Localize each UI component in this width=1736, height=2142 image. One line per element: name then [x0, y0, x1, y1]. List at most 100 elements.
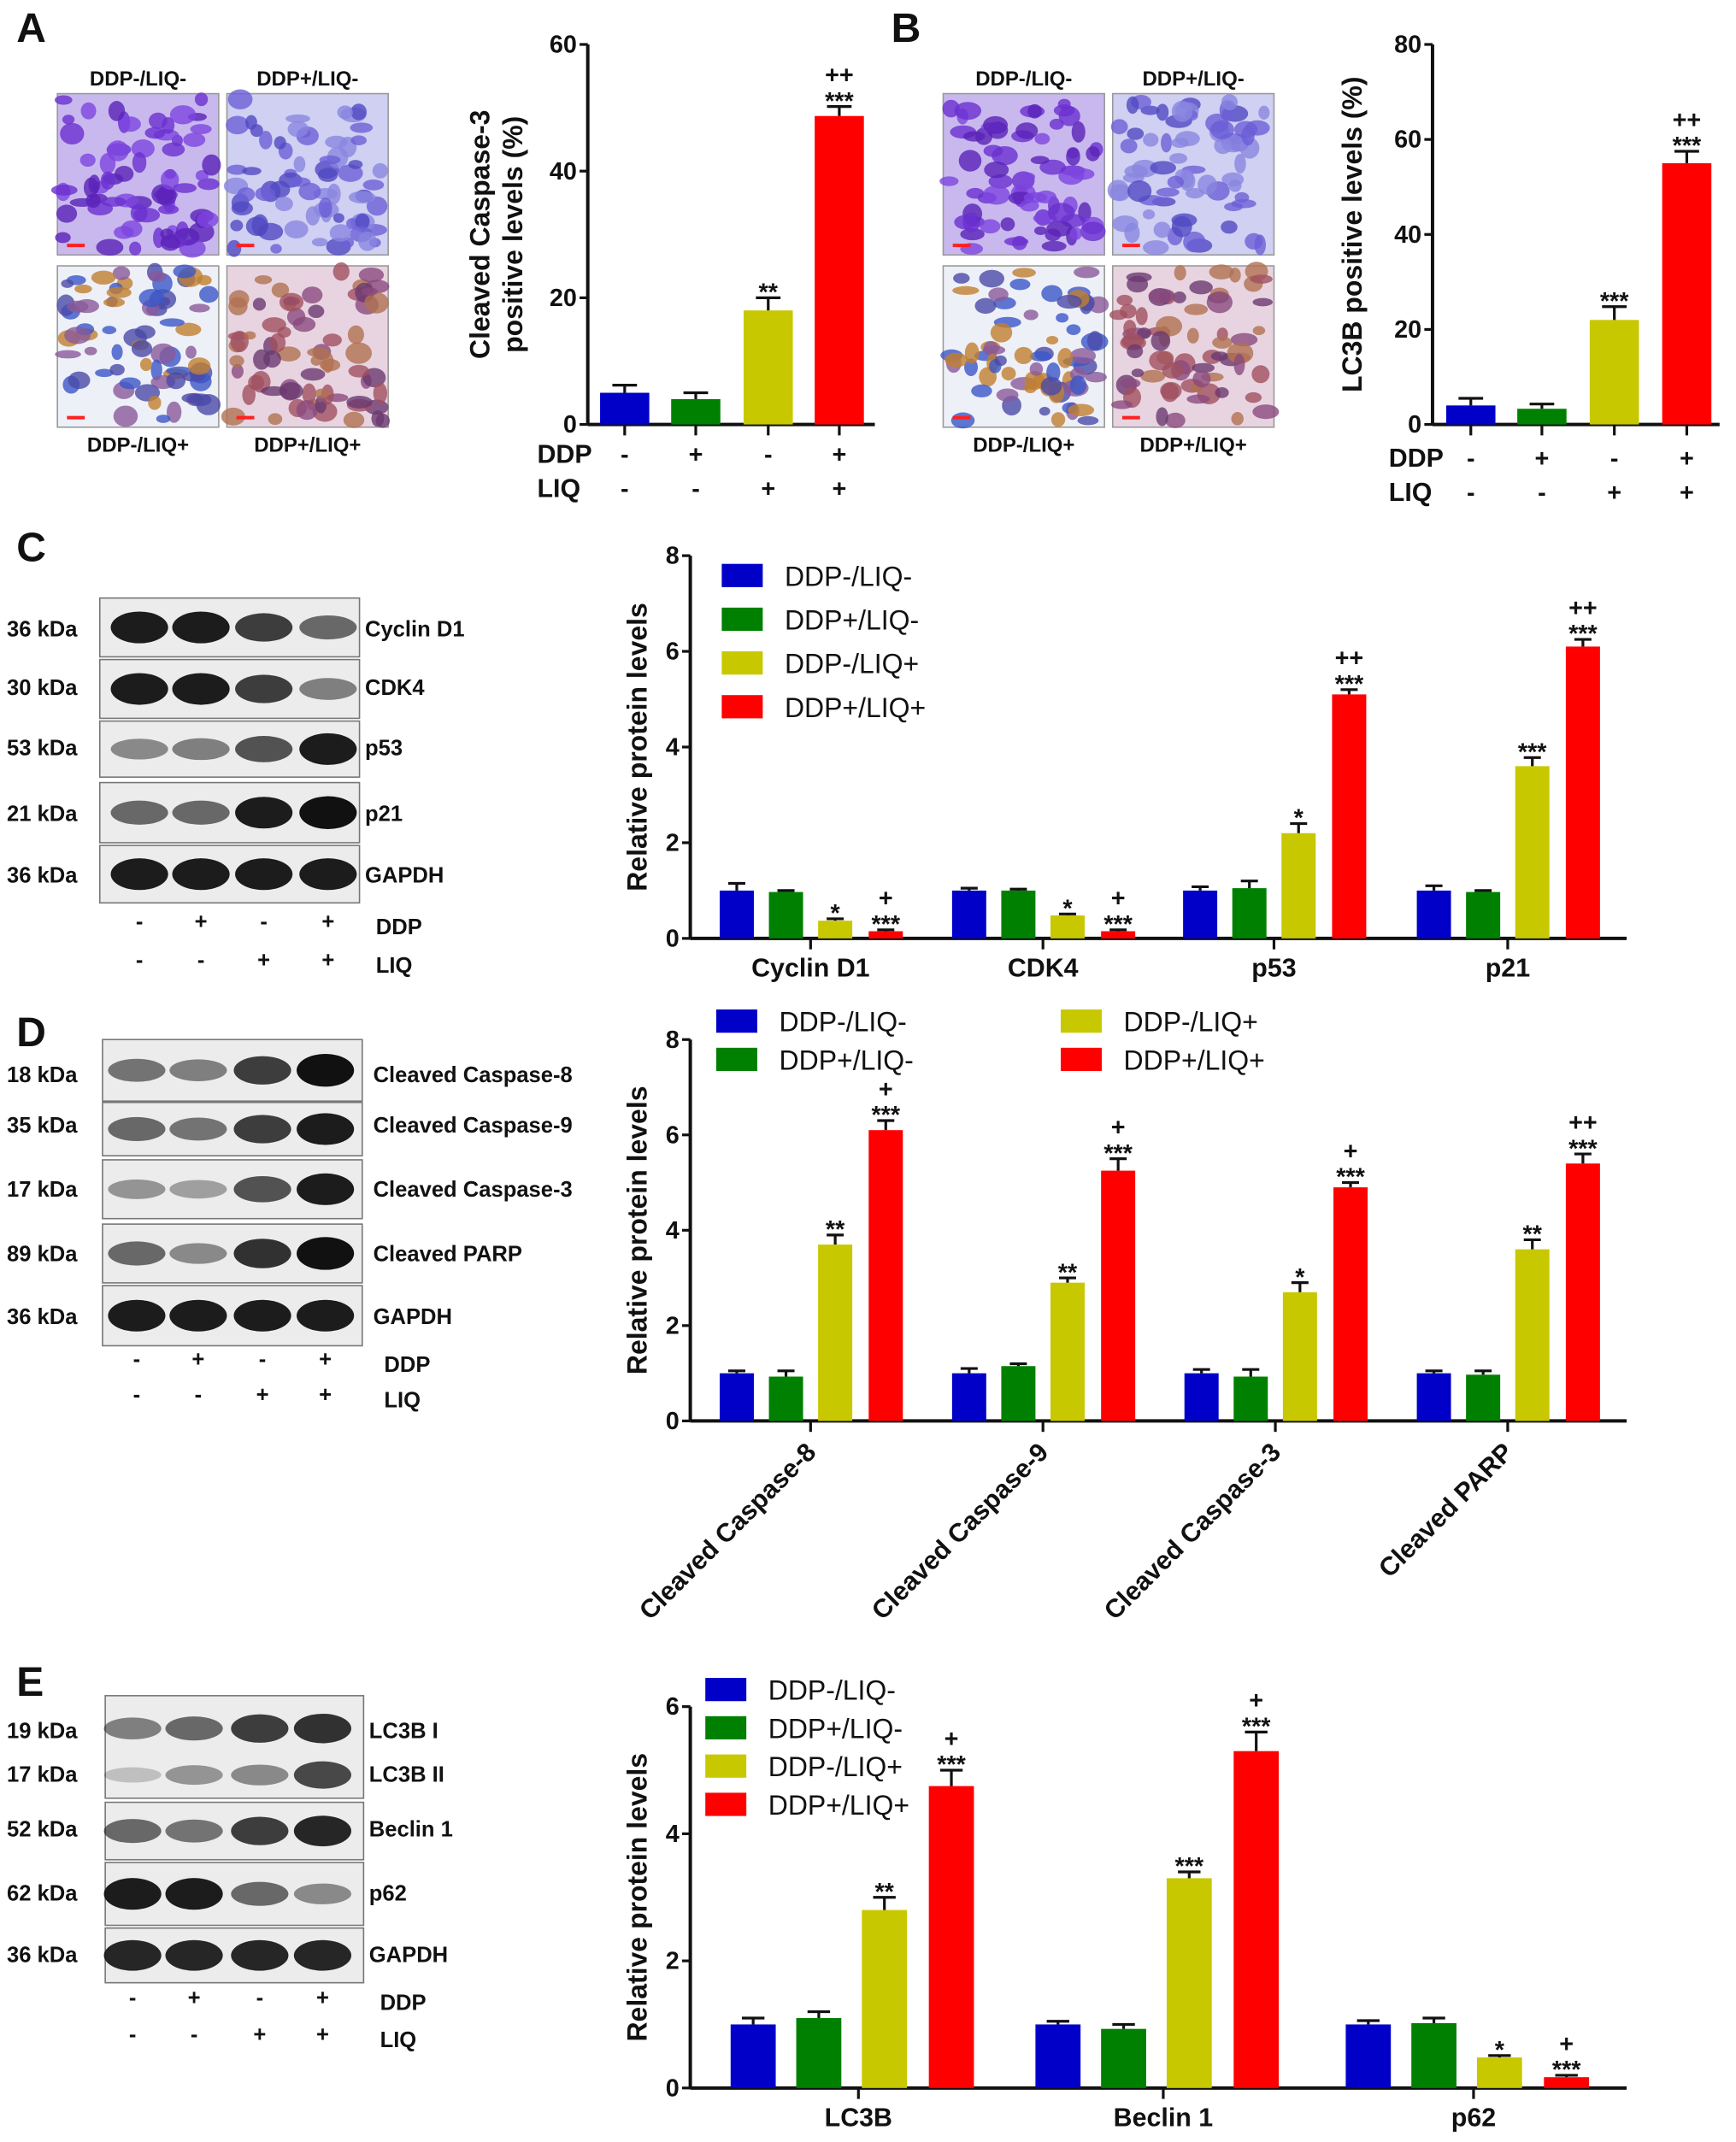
- x-row-sign: -: [1538, 480, 1546, 507]
- protein-band: [235, 736, 293, 762]
- bar: [818, 921, 853, 939]
- cell-nucleus: [974, 297, 997, 315]
- significance-label: ***: [1600, 288, 1629, 315]
- bar: [815, 115, 864, 425]
- panel-letter-b: B: [892, 6, 921, 51]
- cell-nucleus: [346, 218, 358, 230]
- cell-nucleus: [50, 185, 78, 196]
- cell-nucleus: [80, 102, 97, 120]
- cell-nucleus: [54, 95, 73, 105]
- x-row-sign: -: [1467, 445, 1475, 473]
- ddp-sign: -: [133, 1347, 141, 1371]
- cell-nucleus: [1161, 382, 1180, 403]
- cell-nucleus: [112, 266, 131, 280]
- cell-nucleus: [1069, 348, 1097, 364]
- y-tick-label: 6: [666, 1121, 680, 1149]
- protein-band: [235, 674, 293, 703]
- cell-nucleus: [1169, 153, 1188, 164]
- bar: [1589, 320, 1639, 425]
- cell-nucleus: [1120, 138, 1138, 154]
- cell-nucleus: [954, 102, 982, 121]
- x-category-label: p62: [1451, 2104, 1496, 2133]
- cell-nucleus: [1143, 240, 1169, 256]
- significance-label: +: [945, 1726, 959, 1753]
- cell-nucleus: [1183, 231, 1206, 253]
- kda-label: 30 kDa: [7, 676, 78, 700]
- x-row-label: LIQ: [1389, 478, 1433, 507]
- cell-nucleus: [1023, 309, 1039, 321]
- legend-swatch: [705, 1678, 747, 1702]
- cell-nucleus: [357, 231, 377, 251]
- cell-nucleus: [202, 154, 221, 176]
- cell-nucleus: [250, 370, 271, 393]
- cell-nucleus: [332, 262, 350, 281]
- kda-label: 53 kDa: [7, 737, 78, 761]
- significance-label: *: [1294, 805, 1304, 833]
- cell-nucleus: [95, 368, 114, 378]
- x-category-label: p53: [1251, 954, 1296, 983]
- cell-nucleus: [1142, 209, 1156, 220]
- significance-label: **: [759, 280, 779, 307]
- protein-band: [231, 1764, 289, 1786]
- cell-nucleus: [166, 372, 186, 390]
- protein-band: [172, 673, 230, 705]
- cell-nucleus: [227, 89, 253, 109]
- cell-nucleus: [190, 124, 212, 134]
- x-row-sign: -: [691, 475, 700, 503]
- protein-band: [293, 1713, 351, 1744]
- cell-nucleus: [1221, 94, 1238, 111]
- y-tick-label: 4: [666, 1821, 680, 1848]
- protein-band: [297, 1299, 355, 1332]
- bar: [1416, 890, 1451, 939]
- cell-nucleus: [348, 364, 370, 378]
- cell-nucleus: [1116, 294, 1133, 306]
- cell-nucleus: [228, 297, 248, 315]
- legend-swatch: [705, 1715, 747, 1740]
- cell-nucleus: [1209, 264, 1234, 280]
- protein-band: [169, 1243, 227, 1264]
- y-axis-label: positive levels (%): [497, 116, 528, 353]
- panel-letter-d: D: [16, 1010, 46, 1056]
- bar: [719, 890, 754, 939]
- cell-nucleus: [979, 269, 1004, 288]
- cell-nucleus: [952, 285, 980, 295]
- legend-label: DDP-/LIQ-: [780, 1007, 907, 1038]
- cell-nucleus: [343, 411, 365, 428]
- cell-nucleus: [308, 304, 325, 319]
- cell-nucleus: [1033, 226, 1047, 236]
- cell-nucleus: [221, 407, 245, 426]
- y-tick-label: 60: [550, 32, 577, 59]
- cell-nucleus: [337, 105, 353, 120]
- protein-band: [103, 1939, 162, 1971]
- protein-band: [299, 678, 357, 700]
- panel-letter-a: A: [16, 6, 46, 51]
- x-row-sign: +: [1607, 480, 1621, 507]
- protein-band: [235, 858, 293, 891]
- cell-nucleus: [115, 166, 134, 182]
- cell-nucleus: [1111, 215, 1139, 232]
- significance-label: ***: [1552, 2057, 1581, 2084]
- cell-nucleus: [237, 187, 256, 202]
- cell-nucleus: [1069, 375, 1087, 395]
- cell-nucleus: [227, 164, 247, 175]
- significance-label: +: [1249, 1687, 1263, 1715]
- cell-nucleus: [119, 116, 141, 132]
- cell-nucleus: [1121, 333, 1145, 349]
- bar: [1101, 931, 1136, 939]
- cell-nucleus: [114, 226, 134, 239]
- cell-nucleus: [1120, 303, 1137, 319]
- cell-nucleus: [139, 357, 153, 372]
- cell-nucleus: [284, 220, 309, 238]
- kda-label: 35 kDa: [7, 1114, 78, 1138]
- cell-nucleus: [1189, 280, 1213, 295]
- protein-label: Beclin 1: [369, 1818, 453, 1842]
- cell-nucleus: [197, 211, 219, 228]
- cell-nucleus: [958, 150, 982, 172]
- protein-band: [108, 1179, 166, 1199]
- cell-nucleus: [156, 415, 171, 423]
- cell-nucleus: [227, 239, 242, 257]
- cell-nucleus: [1003, 237, 1029, 246]
- cell-nucleus: [1153, 221, 1171, 238]
- ddp-label: DDP: [384, 1353, 430, 1377]
- cell-nucleus: [1229, 268, 1241, 283]
